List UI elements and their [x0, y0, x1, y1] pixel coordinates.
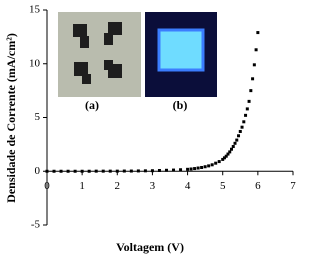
point: [252, 63, 256, 67]
point: [73, 169, 77, 173]
point: [240, 125, 244, 129]
chart: (a) (b) Voltagem (V) Densidade de Corren…: [3, 3, 297, 254]
y-tick-label: 10: [29, 57, 41, 69]
x-tick-label: 6: [255, 180, 261, 192]
point: [136, 169, 140, 173]
point: [66, 169, 70, 173]
y-tick-label: 15: [29, 4, 41, 16]
point: [189, 167, 193, 171]
point: [129, 169, 133, 173]
inset-b: [145, 12, 217, 97]
point: [122, 169, 126, 173]
point: [230, 147, 233, 151]
y-tick-label: 5: [35, 111, 41, 123]
y-tick-label: -5: [31, 219, 41, 231]
x-tick-label: 1: [79, 180, 85, 192]
x-tick-label: 7: [290, 180, 296, 192]
point: [172, 168, 176, 172]
point: [244, 113, 248, 117]
point: [228, 150, 232, 154]
point: [80, 169, 84, 173]
point: [45, 169, 49, 173]
point: [207, 164, 211, 168]
point: [214, 161, 218, 165]
point: [193, 167, 197, 171]
x-tick-label: 5: [220, 180, 226, 192]
inset-a: [58, 12, 141, 97]
point: [217, 160, 221, 164]
x-tick-label: 3: [150, 180, 156, 192]
point: [164, 168, 168, 172]
point: [101, 169, 105, 173]
point: [233, 141, 237, 145]
inset-label: (b): [173, 98, 188, 112]
point: [238, 129, 242, 133]
point: [224, 154, 228, 158]
inset-label: (a): [85, 98, 99, 112]
point: [254, 48, 258, 52]
point: [256, 31, 260, 35]
x-tick-label: 0: [44, 180, 50, 192]
point: [157, 168, 161, 172]
y-tick-label: 0: [35, 165, 41, 177]
point: [235, 138, 239, 142]
point: [94, 169, 98, 173]
point: [221, 157, 225, 161]
point: [186, 167, 190, 171]
point: [245, 107, 249, 111]
point: [59, 169, 63, 173]
x-tick-label: 4: [185, 180, 191, 192]
point: [237, 134, 241, 138]
point: [249, 89, 253, 93]
point: [52, 169, 56, 173]
point: [210, 163, 214, 167]
point: [108, 169, 112, 173]
point: [179, 168, 183, 172]
point: [150, 169, 154, 173]
point: [222, 156, 226, 160]
point: [200, 165, 204, 169]
x-tick-label: 2: [115, 180, 121, 192]
point: [203, 165, 207, 169]
x-axis-label: Voltagem (V): [116, 240, 184, 254]
point: [143, 169, 147, 173]
point: [247, 99, 251, 103]
point: [115, 169, 119, 173]
point: [226, 152, 230, 156]
point: [87, 169, 91, 173]
y-axis-label: Densidade de Corrente (mA/cm²): [4, 33, 18, 203]
point: [231, 145, 235, 149]
point: [242, 120, 246, 124]
point: [251, 77, 255, 81]
point: [196, 166, 200, 170]
